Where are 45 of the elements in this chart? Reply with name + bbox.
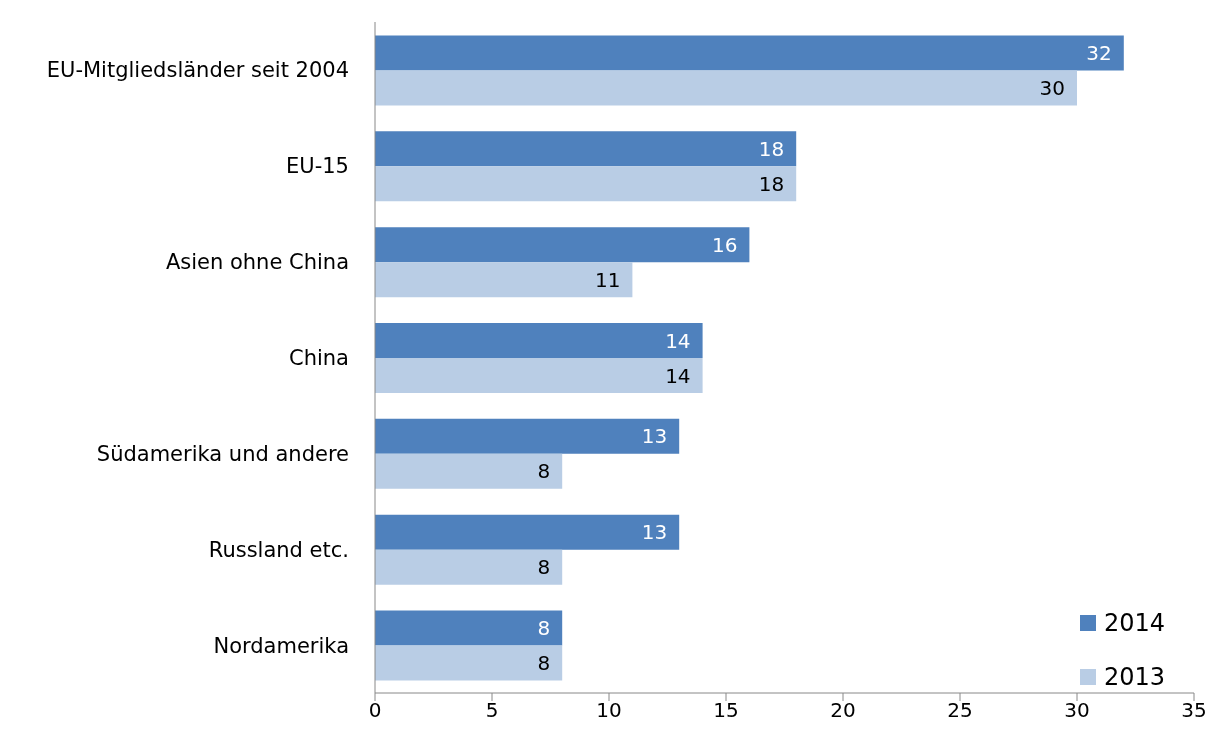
data-label: 30 [1039, 76, 1065, 101]
bar [375, 322, 703, 358]
x-tick-label: 15 [713, 698, 739, 723]
bar [375, 131, 797, 167]
y-tick-label: EU-15 [286, 154, 349, 179]
data-label: 11 [594, 267, 621, 292]
data-label: 18 [758, 136, 785, 161]
y-tick-label: Nordamerika [213, 633, 349, 658]
x-tick-label: 0 [368, 698, 382, 723]
data-label: 18 [758, 171, 785, 196]
y-tick-label: China [289, 345, 349, 370]
bar [375, 549, 563, 585]
bar [375, 227, 750, 263]
bar [375, 262, 633, 298]
legend-label: 2014 [1104, 609, 1166, 637]
bar [375, 418, 680, 454]
bar [375, 70, 1077, 106]
y-tick-label: Asien ohne China [165, 250, 349, 275]
x-tick-label: 30 [1064, 698, 1090, 723]
x-tick-label: 35 [1181, 698, 1207, 723]
bar [375, 514, 680, 550]
bar [375, 357, 703, 393]
x-tick-label: 20 [830, 698, 856, 723]
bar [375, 166, 797, 202]
bar [375, 35, 1124, 71]
data-label: 8 [537, 616, 551, 641]
bar [375, 610, 563, 646]
data-label: 8 [537, 651, 551, 676]
data-label: 8 [537, 459, 551, 484]
data-label: 8 [537, 555, 551, 580]
data-label: 13 [641, 520, 668, 545]
bar [375, 453, 563, 489]
y-tick-label: EU-Mitgliedsländer seit 2004 [46, 58, 349, 83]
bar [375, 645, 563, 681]
data-label: 16 [711, 232, 738, 257]
y-tick-label: Südamerika und andere [96, 441, 349, 466]
data-label: 13 [641, 424, 668, 449]
y-tick-label: Russland etc. [208, 537, 349, 562]
legend-label: 2013 [1104, 663, 1166, 691]
data-label: 32 [1086, 41, 1112, 66]
data-label: 14 [665, 328, 691, 353]
x-tick-label: 25 [947, 698, 973, 723]
x-tick-label: 5 [485, 698, 499, 723]
data-label: 14 [665, 363, 691, 388]
x-tick-label: 10 [596, 698, 622, 723]
